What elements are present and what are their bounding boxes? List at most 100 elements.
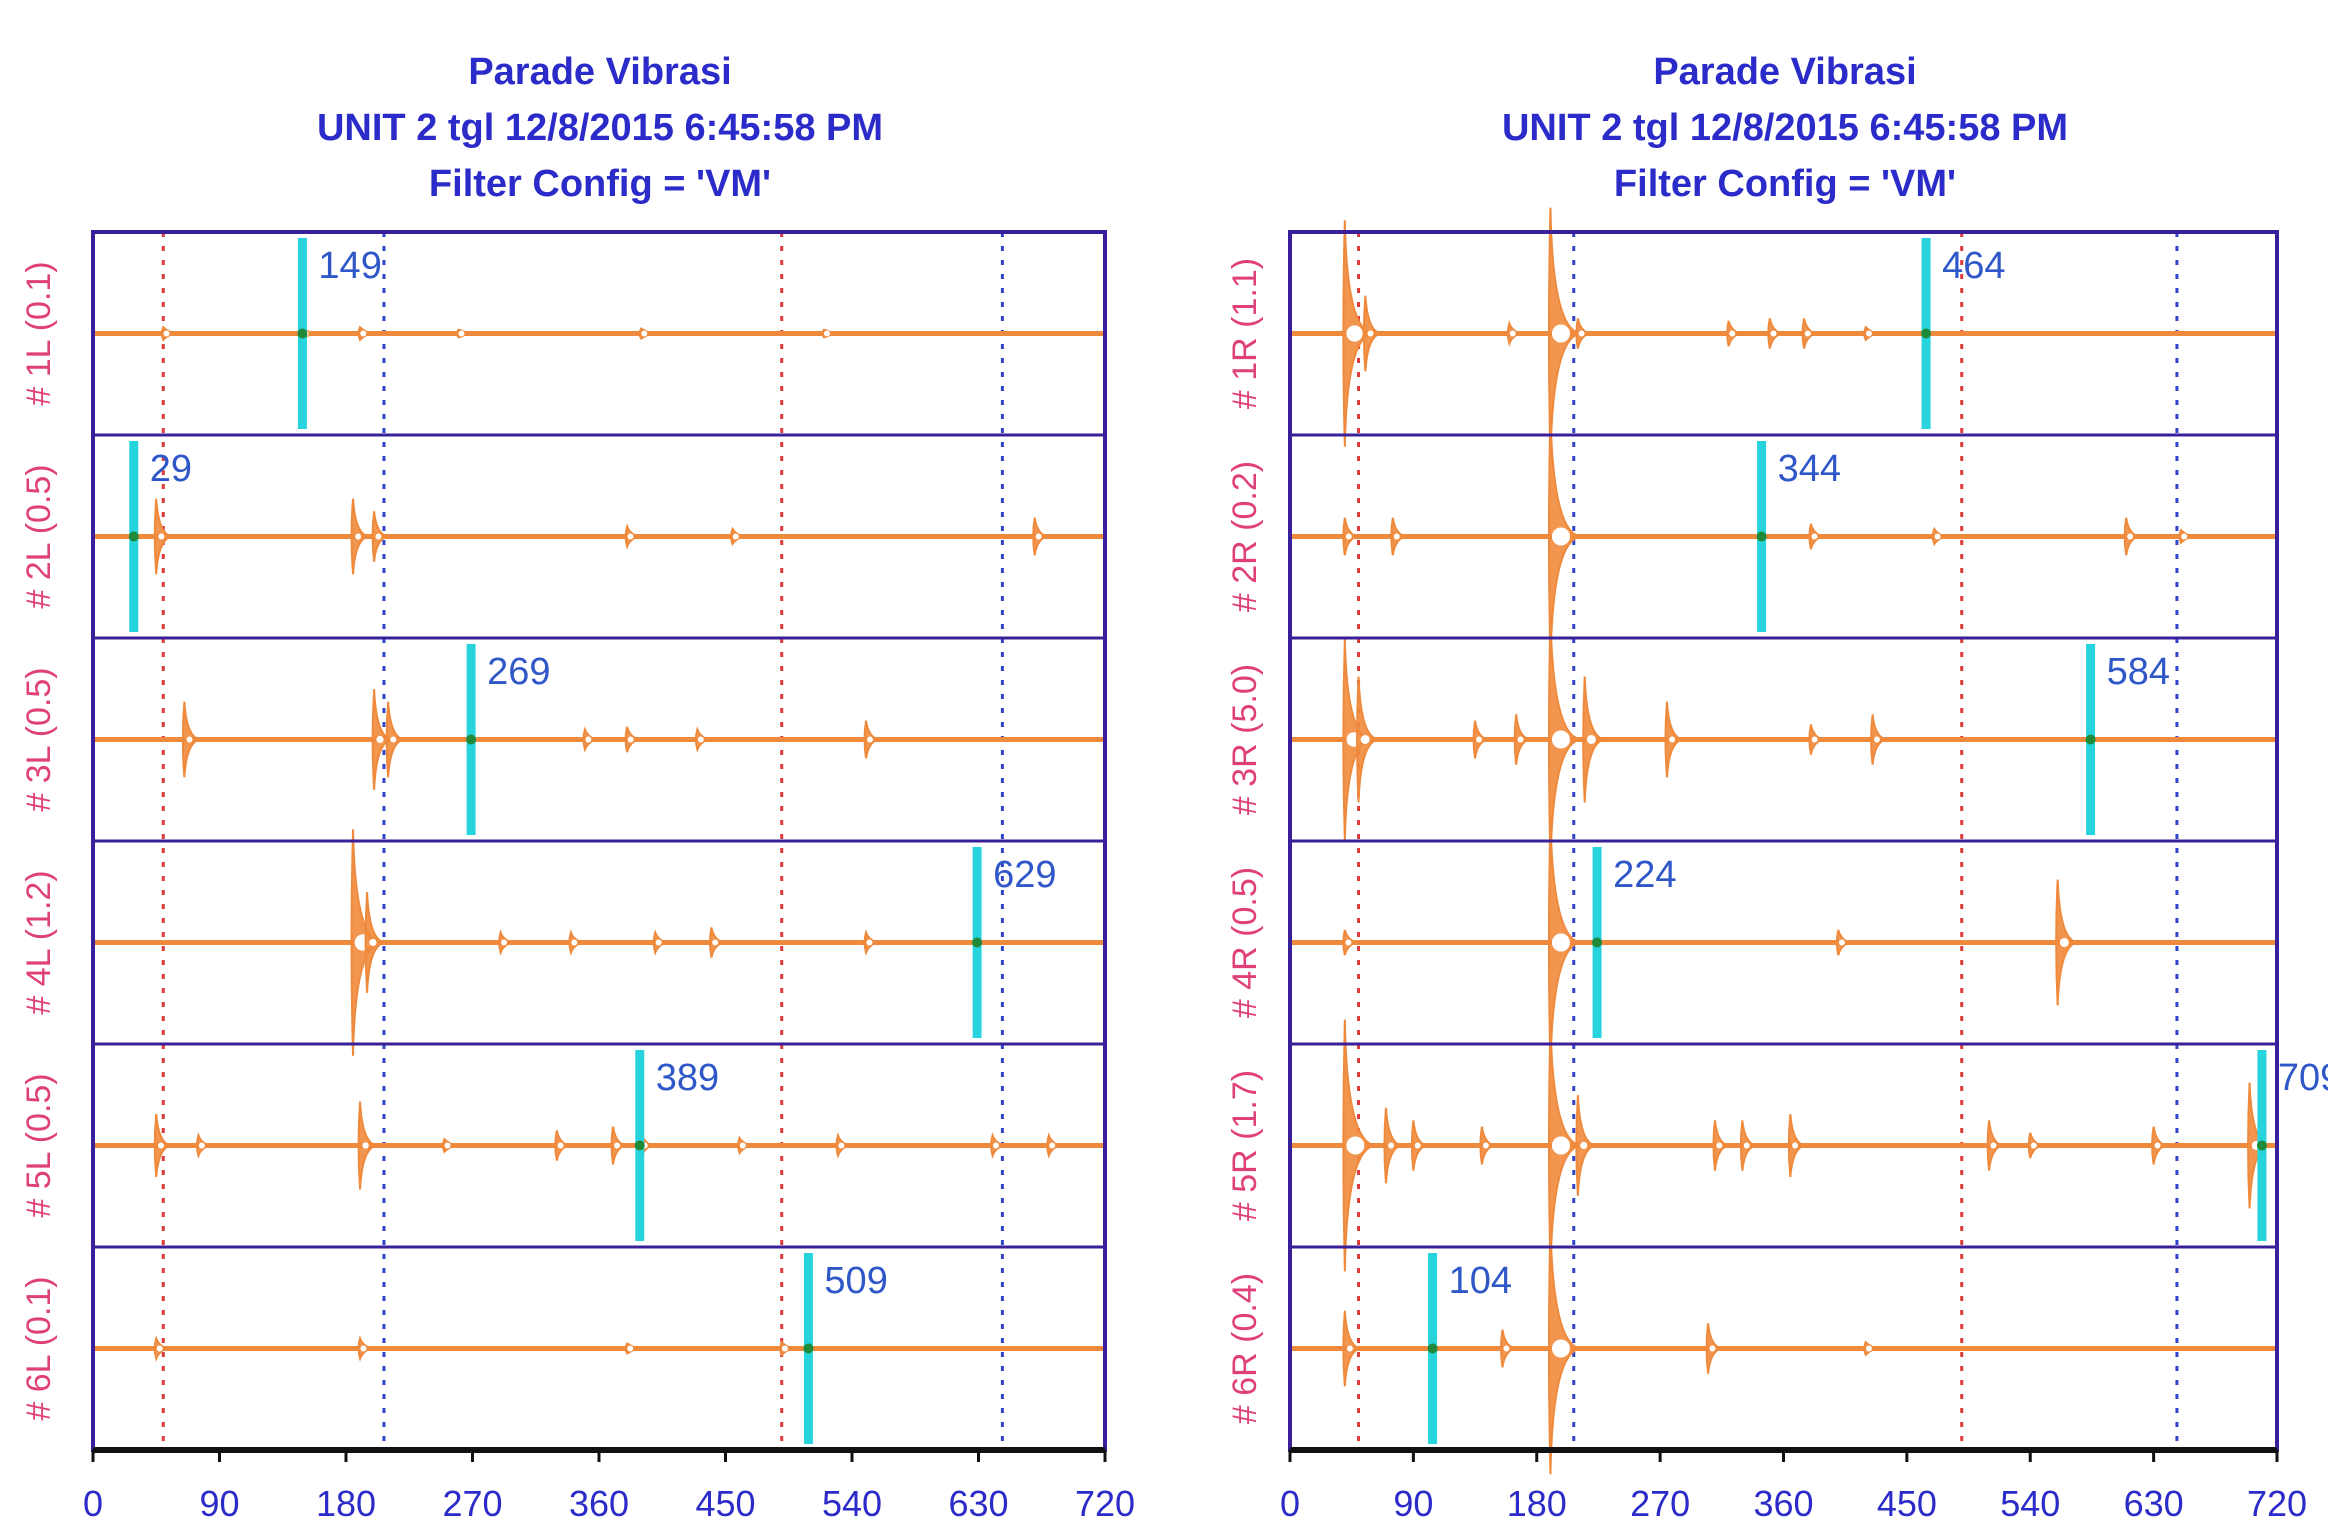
trace-spike-core <box>355 533 362 540</box>
trace-spike-core <box>1551 1339 1570 1358</box>
x-tick-label: 360 <box>1753 1483 1813 1524</box>
trace-spike-core <box>1729 330 1736 337</box>
cursor-marker-dot <box>1756 531 1767 542</box>
trace-spike-core <box>1551 1136 1570 1155</box>
right-chart-panel: Parade Vibrasi UNIT 2 tgl 12/8/2015 6:45:… <box>1226 51 2328 1524</box>
trace-spike-core <box>501 939 508 946</box>
trace-spike-core <box>1517 736 1524 743</box>
vibration-row: 464 <box>1290 207 2277 460</box>
trace-spike-core <box>655 939 662 946</box>
trace-spike-core <box>1578 330 1585 337</box>
trace-spike-core <box>571 939 578 946</box>
x-tick-label: 450 <box>695 1483 755 1524</box>
vibration-row: 629 <box>93 829 1105 1056</box>
cursor-marker-label: 269 <box>487 651 550 693</box>
trace-spike-core <box>1770 330 1777 337</box>
trace-spike-core <box>1811 736 1818 743</box>
trace-spike-core <box>1551 933 1570 952</box>
cursor-marker-dot <box>466 734 477 745</box>
cursor-marker-label: 709 <box>2278 1057 2328 1099</box>
channel-label: # 1L (0.1) <box>20 261 58 405</box>
channel-label: # 1R (1.1) <box>1226 258 1264 409</box>
cursor-marker-dot <box>803 1343 814 1354</box>
cursor-marker-label: 509 <box>824 1260 887 1302</box>
left-chart-panel: Parade Vibrasi UNIT 2 tgl 12/8/2015 6:45:… <box>20 51 1135 1524</box>
x-tick-label: 720 <box>1075 1483 1135 1524</box>
trace-spike-core <box>1716 1142 1723 1149</box>
x-tick-label: 450 <box>1877 1483 1937 1524</box>
trace-spike-core <box>1345 939 1352 946</box>
trace-spike-core <box>158 533 165 540</box>
trace-spike-core <box>186 736 193 743</box>
chart-title-line: UNIT 2 tgl 12/8/2015 6:45:58 PM <box>1502 107 2068 149</box>
trace-spike-core <box>697 736 704 743</box>
channel-label: # 3L (0.5) <box>20 667 58 811</box>
chart-title-line: Parade Vibrasi <box>1653 51 1916 93</box>
channel-label: # 6L (0.1) <box>20 1276 58 1420</box>
trace-spike-core <box>1346 325 1363 342</box>
trace-spike-core <box>163 330 170 337</box>
trace-spike-core <box>1709 1345 1716 1352</box>
trace-spike-core <box>1551 527 1570 546</box>
cursor-marker-label: 389 <box>656 1057 719 1099</box>
trace-spike-core <box>369 938 377 947</box>
trace-spike-core <box>732 533 739 540</box>
trace-spike-core <box>157 1142 164 1149</box>
trace-spike-core <box>1873 736 1880 743</box>
channel-label: # 4R (0.5) <box>1226 867 1264 1018</box>
x-tick-label: 270 <box>442 1483 502 1524</box>
x-tick-label: 720 <box>2247 1483 2307 1524</box>
trace-spike-core <box>198 1142 205 1149</box>
x-tick-label: 630 <box>2124 1483 2184 1524</box>
trace-spike-core <box>739 1142 746 1149</box>
vibration-row: 29 <box>93 441 1105 632</box>
chart-title-line: UNIT 2 tgl 12/8/2015 6:45:58 PM <box>317 107 883 149</box>
trace-spike-core <box>1346 1345 1353 1352</box>
trace-spike-core <box>1503 1345 1510 1352</box>
trace-spike-core <box>156 1345 163 1352</box>
trace-spike-core <box>866 939 873 946</box>
cursor-marker-label: 224 <box>1613 854 1676 896</box>
cursor-marker-dot <box>634 1140 645 1151</box>
trace-spike-core <box>1414 1142 1421 1149</box>
cursor-marker-label: 344 <box>1778 448 1841 490</box>
trace-spike-core <box>362 1142 369 1149</box>
trace-spike-core <box>1811 533 1818 540</box>
trace-spike-core <box>781 1345 788 1352</box>
trace-spike-core <box>641 330 648 337</box>
trace-spike-core <box>627 736 634 743</box>
channel-label: # 6R (0.4) <box>1226 1273 1264 1424</box>
x-tick-label: 540 <box>2000 1483 2060 1524</box>
trace-spike-core <box>712 939 719 946</box>
trace-spike-core <box>1580 1141 1588 1150</box>
trace-spike-core <box>2030 1142 2037 1149</box>
vibration-row: 224 <box>1290 816 2277 1069</box>
x-tick-label: 180 <box>316 1483 376 1524</box>
x-tick-label: 0 <box>83 1483 103 1524</box>
trace-spike-core <box>867 736 874 743</box>
trace-spike-core <box>1551 730 1570 749</box>
trace-spike-core <box>1509 330 1516 337</box>
trace-spike-core <box>1388 1142 1395 1149</box>
trace-spike-core <box>1482 1142 1489 1149</box>
trace-spike-core <box>614 1142 621 1149</box>
vibration-row: 584 <box>1290 613 2277 866</box>
x-tick-label: 540 <box>822 1483 882 1524</box>
cursor-marker-dot <box>297 328 308 339</box>
chart-title-line: Parade Vibrasi <box>468 51 731 93</box>
trace-spike-core <box>1049 1142 1056 1149</box>
trace-spike-core <box>1345 533 1352 540</box>
trace-spike-core <box>1743 1142 1750 1149</box>
trace-spike-core <box>1476 736 1483 743</box>
vibration-row: 344 <box>1290 410 2277 663</box>
x-tick-label: 360 <box>569 1483 629 1524</box>
x-tick-label: 90 <box>199 1483 239 1524</box>
channel-label: # 5R (1.7) <box>1226 1070 1264 1221</box>
trace-spike-core <box>557 1142 564 1149</box>
trace-spike-core <box>1865 330 1872 337</box>
trace-spike-core <box>1551 324 1570 343</box>
trace-spike-core <box>1792 1142 1799 1149</box>
cursor-marker-dot <box>128 531 139 542</box>
channel-label: # 3R (5.0) <box>1226 664 1264 815</box>
